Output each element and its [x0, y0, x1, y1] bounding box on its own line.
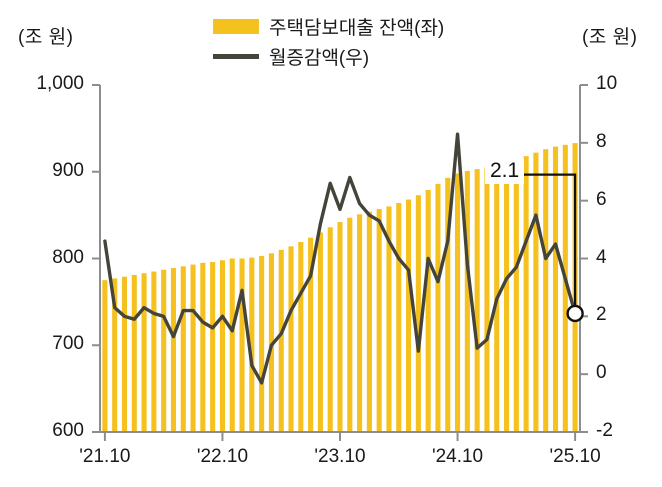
bar-series: [102, 143, 578, 433]
bar: [513, 159, 519, 432]
bar: [102, 280, 108, 432]
bar: [533, 152, 539, 432]
line-swatch-icon: [213, 53, 259, 59]
bar: [337, 222, 343, 432]
bar: [317, 232, 323, 432]
axis-lines: [92, 84, 588, 441]
x-axis-tick-3: '24.10: [431, 446, 484, 467]
right-axis-unit-label: (조 원): [582, 27, 638, 48]
bar: [229, 258, 235, 432]
bar: [445, 177, 451, 432]
line-series: [103, 132, 577, 385]
bar: [239, 258, 245, 432]
bar: [376, 209, 382, 432]
right-axis-tick-2: 6: [596, 188, 607, 210]
last-point-marker: [566, 304, 584, 323]
right-axis-tick-5: 0: [596, 362, 607, 384]
bar: [327, 227, 333, 432]
bar: [357, 214, 363, 432]
bar: [200, 262, 206, 432]
left-axis-tick-4: 600: [52, 420, 84, 441]
left-axis-tick-0: 1,000: [36, 73, 84, 94]
bar: [406, 199, 412, 432]
bar: [308, 237, 314, 432]
bar: [484, 167, 490, 432]
last-value-callout: 2.1: [485, 157, 525, 184]
bar: [210, 261, 216, 432]
right-axis-tick-6: -2: [596, 420, 613, 441]
bar: [288, 246, 294, 432]
bar: [435, 183, 441, 432]
bar: [141, 273, 147, 432]
x-axis-tick-2: '23.10: [314, 446, 366, 467]
bar: [131, 274, 137, 432]
bar: [249, 257, 255, 432]
bar: [474, 169, 480, 432]
legend-label-balance: 주택담보대출 잔액(좌): [269, 17, 445, 39]
right-axis-tick-4: 2: [596, 304, 607, 326]
bar: [396, 202, 402, 432]
bar: [298, 242, 304, 432]
left-axis-unit-label: (조 원): [18, 27, 74, 48]
bar: [386, 206, 392, 432]
x-axis-tick-0: '21.10: [79, 446, 131, 467]
bar: [464, 170, 470, 432]
bar-swatch-icon: [213, 18, 259, 34]
legend-item-balance: 주택담보대출 잔액(좌): [213, 14, 445, 39]
x-axis-tick-4: '25.10: [549, 446, 601, 467]
bar: [151, 271, 157, 432]
bar: [259, 255, 265, 432]
left-axis-tick-2: 800: [52, 246, 84, 268]
bar: [161, 269, 167, 432]
bar: [552, 146, 559, 432]
bar: [347, 217, 353, 432]
bar: [180, 266, 186, 432]
bar: [112, 278, 118, 432]
bar: [562, 144, 568, 433]
right-axis-tick-1: 8: [596, 130, 607, 152]
right-axis-tick-3: 4: [596, 246, 607, 268]
legend-item-monthly-change: 월증감액(우): [213, 44, 444, 69]
x-axis-tick-1: '22.10: [196, 446, 249, 467]
bar: [170, 268, 177, 432]
bar: [455, 173, 461, 433]
legend-label-monthly-change: 월증감액(우): [269, 47, 370, 69]
chart-legend: 주택담보대출 잔액(좌) 월증감액(우): [213, 14, 445, 69]
bar: [415, 195, 421, 432]
left-axis-tick-1: 900: [52, 159, 84, 181]
bar: [523, 156, 529, 432]
left-axis-tick-3: 700: [52, 333, 84, 355]
bar: [425, 189, 431, 432]
bar: [190, 264, 196, 432]
bar: [121, 276, 128, 432]
right-axis-tick-0: 10: [596, 73, 618, 94]
bar: [503, 163, 510, 432]
bar: [543, 149, 549, 432]
bar: [219, 260, 225, 432]
callout-leader-line: [518, 173, 577, 314]
bar: [278, 249, 284, 432]
bar: [366, 211, 372, 432]
